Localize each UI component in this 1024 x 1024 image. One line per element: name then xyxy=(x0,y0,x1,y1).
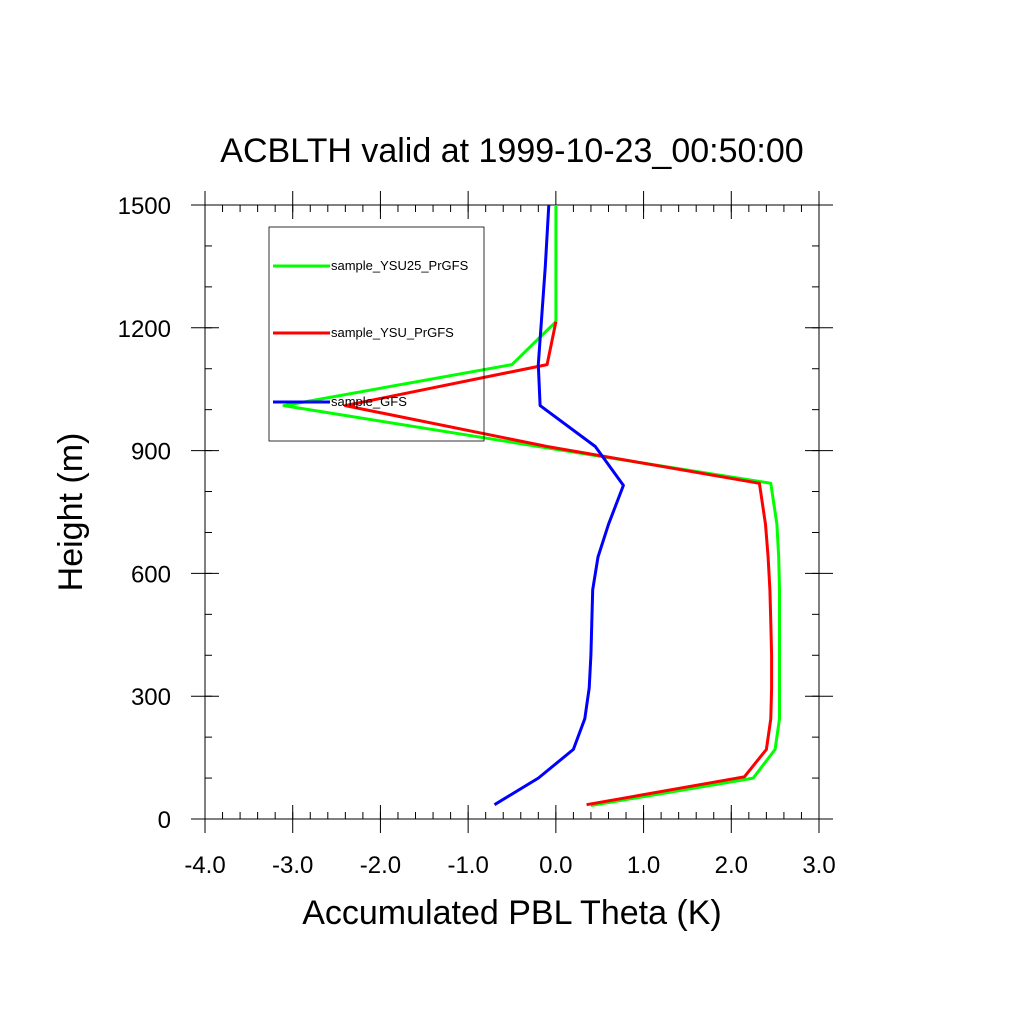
legend-label: sample_GFS xyxy=(331,394,407,409)
series-line xyxy=(493,204,625,806)
x-axis-title: Accumulated PBL Theta (K) xyxy=(302,894,722,932)
y-tick-labels: 0 300 600 900 1200 1500 xyxy=(118,193,171,834)
series-lines xyxy=(282,204,781,807)
x-tick-label: 0.0 xyxy=(539,852,572,879)
legend-label: sample_YSU_PrGFS xyxy=(331,325,454,340)
series-line xyxy=(282,205,781,807)
y-tick-label: 900 xyxy=(131,439,171,466)
x-tick-label: 2.0 xyxy=(715,852,748,879)
y-tick-label: 300 xyxy=(131,684,171,711)
legend-box xyxy=(268,226,485,442)
x-tick-label: -2.0 xyxy=(360,852,401,879)
legend-label: sample_YSU25_PrGFS xyxy=(331,258,469,273)
y-tick-label: 1500 xyxy=(118,193,171,220)
y-tick-label: 600 xyxy=(131,561,171,588)
y-axis-title: Height (m) xyxy=(52,433,90,592)
plot-frame xyxy=(204,204,820,820)
minor-ticks xyxy=(204,204,820,820)
legend: sample_YSU25_PrGFS sample_YSU_PrGFSsample… xyxy=(268,226,485,442)
x-tick-label: 1.0 xyxy=(627,852,660,879)
series-line xyxy=(343,321,774,807)
x-tick-label: -4.0 xyxy=(184,852,225,879)
y-tick-label: 0 xyxy=(158,807,171,834)
major-ticks xyxy=(191,191,833,833)
x-tick-labels: -4.0 -3.0 -2.0 -1.0 0.0 1.0 2.0 3.0 xyxy=(184,852,835,879)
y-tick-label: 1200 xyxy=(118,316,171,343)
x-tick-label: -3.0 xyxy=(272,852,313,879)
x-tick-label: 3.0 xyxy=(802,852,835,879)
plot-border xyxy=(204,204,820,820)
chart-title: ACBLTH valid at 1999-10-23_00:50:00 xyxy=(220,132,803,170)
x-tick-label: -1.0 xyxy=(447,852,488,879)
